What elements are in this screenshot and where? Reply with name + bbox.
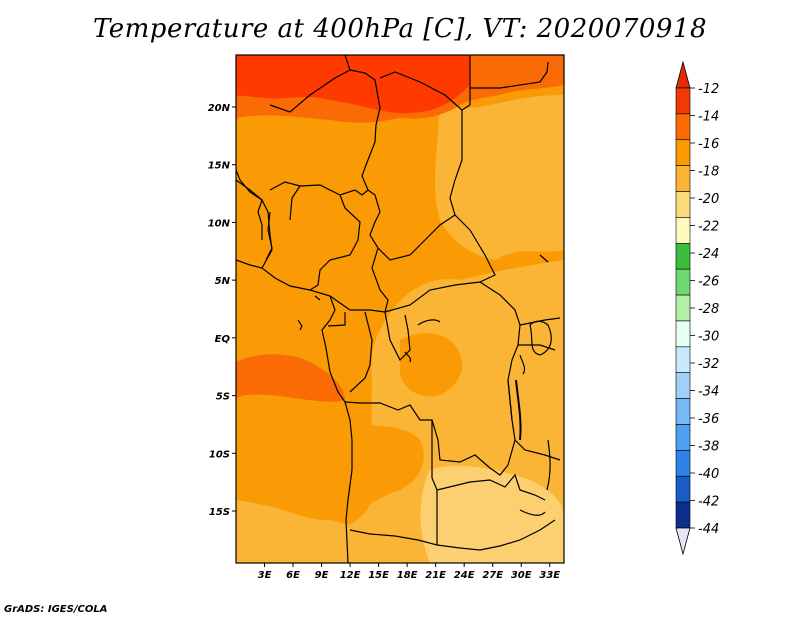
lat-tick-label: 10S — [209, 449, 230, 460]
lon-tick-label: 6E — [286, 570, 300, 581]
lon-tick-label: 30E — [511, 570, 532, 581]
chart-title: Temperature at 400hPa [C], VT: 202007091… — [92, 14, 708, 44]
colorbar-swatch — [675, 139, 691, 166]
colorbar-label: -18 — [698, 165, 719, 180]
colorbar-swatch — [675, 191, 691, 218]
colorbar-label: -20 — [698, 192, 719, 207]
temp-band-m15-congo — [400, 333, 463, 397]
colorbar: -12 -14 -16 -18 -20 -22 -24 -26 -28 -30 -32 -34 -36 -… — [675, 60, 719, 556]
lon-tick-label: 21E — [425, 570, 446, 581]
temp-band-m14-west — [236, 354, 345, 402]
colorbar-swatch — [675, 450, 691, 477]
colorbar-swatch — [675, 294, 691, 322]
colorbar-label: -44 — [698, 522, 719, 537]
colorbar-label: -36 — [698, 412, 719, 427]
colorbar-label: -28 — [698, 302, 719, 317]
country-borders — [236, 55, 561, 563]
colorbar-swatch — [675, 165, 691, 192]
colorbar-label: -22 — [698, 220, 719, 235]
colorbar-label: -40 — [698, 467, 719, 482]
colorbar-label: -30 — [698, 330, 719, 345]
lon-tick-label: 9E — [315, 570, 329, 581]
temp-band-m15-south — [236, 403, 424, 520]
lon-tick-label: 15E — [368, 570, 389, 581]
colorbar-swatch — [675, 346, 691, 374]
temp-band-m16-east — [435, 95, 564, 260]
colorbar-label: -38 — [698, 440, 719, 455]
lon-tick-label: 12E — [340, 570, 361, 581]
colorbar-swatch — [675, 242, 691, 270]
temp-band-m17-southeast — [420, 465, 564, 563]
colorbar-swatch — [675, 87, 691, 115]
colorbar-swatch — [675, 217, 691, 244]
colorbar-top-arrow — [675, 60, 691, 89]
colorbar-swatch — [675, 372, 691, 399]
temperature-field — [236, 55, 564, 563]
colorbar-swatch — [675, 475, 691, 503]
colorbar-swatch — [675, 113, 691, 141]
lat-tick-label: 20N — [208, 103, 231, 114]
plot-frame — [235, 54, 565, 564]
temp-band-m13-core — [236, 55, 470, 114]
lon-tick-label: 3E — [258, 570, 272, 581]
colorbar-label: -34 — [698, 385, 719, 400]
lat-tick-label: 15N — [208, 161, 231, 172]
colorbar-label: -14 — [698, 110, 719, 125]
colorbar-label: -26 — [698, 275, 719, 290]
colorbar-label: -32 — [698, 357, 719, 372]
lat-tick-label: 5N — [215, 276, 231, 287]
colorbar-bottom-arrow — [675, 527, 691, 556]
lon-tick-label: 18E — [397, 570, 418, 581]
colorbar-label: -24 — [698, 247, 719, 262]
colorbar-label: -16 — [698, 137, 719, 152]
lon-tick-label: 33E — [539, 570, 560, 581]
lat-tick-label: 5S — [216, 392, 230, 403]
colorbar-swatch — [675, 501, 691, 529]
lon-tick-label: 24E — [454, 570, 475, 581]
colorbar-swatch — [675, 398, 691, 425]
colorbar-swatch — [675, 424, 691, 451]
grads-credit: GrADS: IGES/COLA — [4, 604, 108, 615]
lon-axis: 3E 6E 9E 12E 15E 18E 21E 24E 27E 30E 33E — [258, 563, 560, 581]
colorbar-swatch — [675, 268, 691, 296]
lat-tick-label: 10N — [208, 218, 231, 229]
colorbar-swatch — [675, 320, 691, 348]
colorbar-label: -42 — [698, 495, 719, 510]
lon-tick-label: 27E — [482, 570, 503, 581]
colorbar-label: -12 — [698, 82, 719, 97]
lat-axis: 20N 15N 10N 5N EQ 5S 10S 15S — [208, 103, 236, 518]
lat-tick-label: 15S — [209, 507, 230, 518]
lat-tick-label: EQ — [215, 334, 231, 345]
